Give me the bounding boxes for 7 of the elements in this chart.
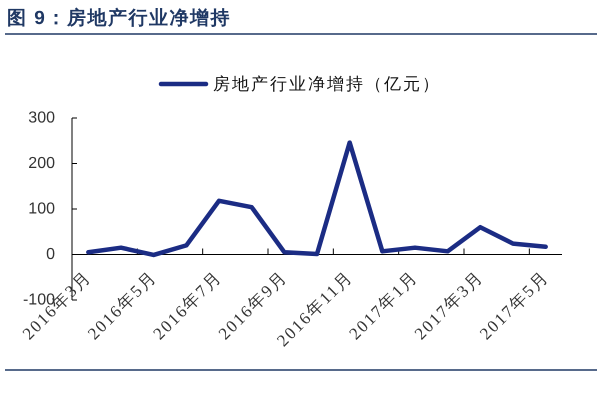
line-series bbox=[86, 140, 548, 258]
chart-title: 图 9：房地产行业净增持 bbox=[7, 7, 231, 29]
legend-label: 房地产行业净增持（亿元） bbox=[213, 74, 441, 94]
y-tick-label: 100 bbox=[28, 200, 56, 218]
y-tick-label: 300 bbox=[28, 110, 56, 126]
y-tick-label: 200 bbox=[28, 155, 56, 172]
y-tick-label: 0 bbox=[46, 246, 56, 263]
